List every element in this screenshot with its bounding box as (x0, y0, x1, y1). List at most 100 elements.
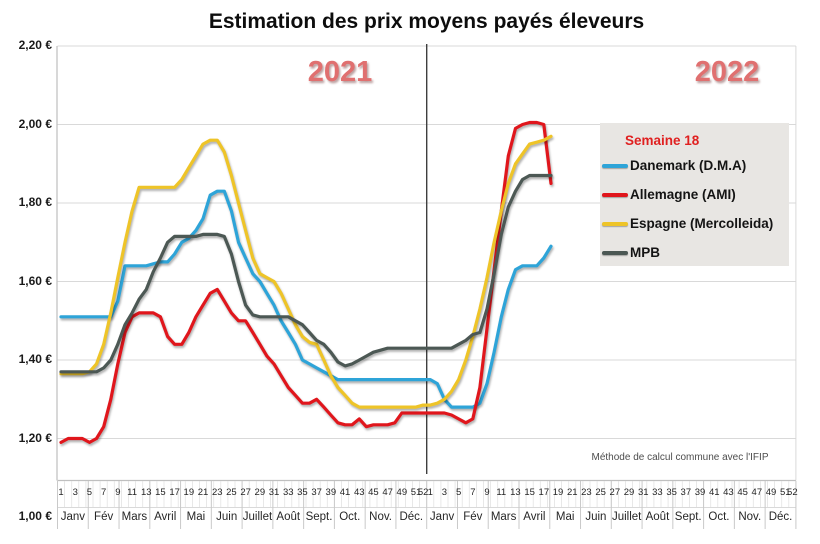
week-number-label: 11 (127, 487, 137, 498)
week-number-label: 39 (694, 487, 706, 498)
week-number-label: 35 (297, 487, 308, 498)
week-number-label: 52 (787, 487, 798, 498)
month-label: Janv (60, 511, 86, 523)
week-number-label: 3 (72, 487, 78, 498)
month-label: Mars (490, 511, 517, 523)
week-number-label: 37 (680, 487, 692, 498)
month-label: Fév (463, 511, 483, 523)
week-number-label: 41 (708, 487, 720, 498)
week-number-label: 35 (666, 487, 677, 498)
week-number-label: 19 (552, 487, 564, 498)
month-label: Juillet (242, 511, 273, 523)
week-number-label: 27 (240, 487, 251, 498)
y-axis-label: 1,40 € (18, 352, 52, 366)
year-label-2021: 2021 (307, 56, 373, 88)
week-number-label: 25 (595, 487, 606, 498)
week-number-label: 15 (155, 487, 166, 498)
month-label: Août (645, 511, 670, 523)
week-number-label: 13 (140, 487, 152, 498)
week-number-label: 19 (183, 487, 195, 498)
week-number-label: 47 (382, 487, 393, 498)
week-number-label: 21 (566, 487, 578, 498)
y-axis-label: 1,00 € (18, 509, 52, 523)
month-label: Janv (429, 511, 455, 523)
month-label: Nov. (738, 511, 762, 523)
series-line-danemark-d-m-a (59, 189, 553, 409)
week-number-label: 31 (268, 487, 280, 498)
week-number-label: 43 (353, 487, 365, 498)
y-axis-label: 2,20 € (18, 38, 52, 52)
month-label: Juillet (611, 511, 642, 523)
series-line-espagne-mercolleida (59, 134, 553, 409)
legend-item: Allemagne (AMI) (600, 180, 789, 209)
month-label: Avril (154, 511, 177, 523)
legend-line-swatch (602, 192, 628, 197)
week-number-label: 25 (226, 487, 237, 498)
week-number-label: 43 (723, 487, 734, 498)
week-number-label: 39 (325, 487, 337, 498)
month-label: Sept. (674, 511, 702, 523)
week-number-label: 29 (623, 487, 635, 498)
week-number-label: 37 (311, 487, 322, 498)
week-number-label: 23 (211, 487, 223, 498)
legend-items: Danemark (D.M.A) Allemagne (AMI) Espagne (… (600, 151, 789, 267)
week-number-label: 49 (765, 487, 777, 498)
legend-item-label: Danemark (D.M.A) (630, 158, 747, 173)
week-number-label: 3 (441, 487, 448, 498)
chart-title: Estimation des prix moyens payés éleveur… (208, 10, 645, 33)
year-label-2022: 2022 (694, 56, 760, 88)
month-label: Sept. (305, 511, 333, 523)
week-number-label: 51 (779, 487, 791, 498)
week-number-label: 15 (524, 487, 535, 498)
month-label: Déc. (399, 511, 424, 523)
month-label: Déc. (768, 511, 793, 523)
y-axis-label: 1,20 € (18, 430, 52, 445)
month-label: Juin (585, 511, 607, 523)
week-number-label: 5 (455, 487, 462, 498)
legend-item: Espagne (Mercolleida) (600, 209, 789, 238)
y-axis-label: 1,60 € (18, 273, 52, 288)
week-number-label: 45 (368, 487, 379, 498)
week-number-label: 21 (197, 487, 209, 498)
legend-item-label: MPB (630, 245, 660, 260)
week-number-label: 17 (538, 487, 550, 498)
month-label: Nov. (369, 511, 392, 523)
legend-item-label: Espagne (Mercolleida) (630, 216, 774, 231)
week-number-label: 31 (637, 487, 649, 498)
week-number-label: 9 (484, 487, 490, 498)
week-number-label: 11 (496, 487, 507, 498)
week-number-label: 9 (115, 487, 121, 498)
week-number-label: 7 (100, 487, 107, 498)
month-label: Mai (555, 511, 575, 523)
week-number-label: 47 (751, 487, 763, 498)
week-number-label: 52 (417, 487, 429, 498)
week-number-label: 33 (652, 487, 663, 498)
week-number-label: 7 (470, 487, 476, 498)
month-label: Fév (94, 511, 114, 523)
month-label: Oct. (708, 511, 730, 523)
month-label: Mai (186, 511, 206, 523)
week-number-label: 5 (86, 487, 93, 498)
legend-item-label: Allemagne (AMI) (630, 187, 736, 202)
week-number-label: 13 (510, 487, 521, 498)
legend-line-swatch (602, 163, 628, 168)
legend-week-heading: Semaine 18 (625, 133, 700, 148)
week-number-label: 49 (396, 487, 408, 498)
month-label: Avril (523, 511, 546, 523)
legend-item: MPB (600, 238, 789, 267)
week-number-label: 1 (427, 487, 433, 498)
week-number-label: 23 (581, 487, 592, 498)
month-label: Mars (121, 511, 148, 523)
month-label: Août (276, 511, 301, 523)
week-number-label: 45 (737, 487, 748, 498)
month-label: Oct. (339, 511, 361, 523)
y-axis-label: 2,00 € (18, 116, 52, 131)
legend-item: Danemark (D.M.A) (600, 151, 789, 180)
series-line-allemagne-ami (59, 120, 553, 444)
week-number-label: 41 (339, 487, 351, 498)
week-number-label: 51 (410, 487, 422, 498)
week-number-label: 17 (169, 487, 180, 498)
method-note: Méthode de calcul commune avec l'IFIP (591, 452, 769, 463)
